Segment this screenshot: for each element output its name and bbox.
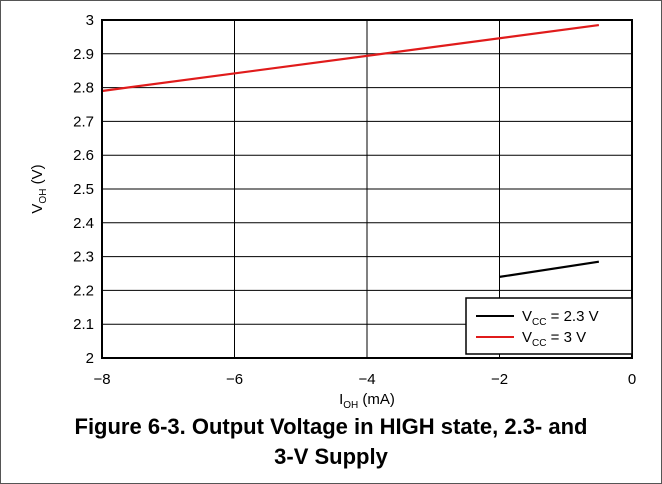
y-axis-label-sub: OH bbox=[38, 189, 49, 204]
x-axis-label: IOH (mA) bbox=[339, 391, 395, 410]
x-tick-label: −6 bbox=[226, 371, 243, 388]
y-axis-label: VOH (V) bbox=[29, 164, 49, 213]
y-tick-label: 2.5 bbox=[73, 181, 94, 198]
x-axis-label-unit: (mA) bbox=[358, 391, 395, 408]
y-tick-label: 2.6 bbox=[73, 147, 94, 164]
x-tick-label: −4 bbox=[358, 371, 375, 388]
x-axis-label-main: I bbox=[339, 391, 343, 408]
chart: −8 −6 −4 −2 0 2 2.1 2.2 2.3 2.4 2.5 2.6 2.7 2.8 2.9 3 V… bbox=[29, 12, 636, 410]
legend-label-value: = 3 V bbox=[546, 329, 586, 346]
series-line-vcc-2-3 bbox=[499, 260, 600, 278]
x-axis-label-sub: OH bbox=[343, 400, 358, 410]
y-tick-label: 2.8 bbox=[73, 80, 94, 97]
legend-label-sub: CC bbox=[532, 338, 546, 349]
y-tick-label: 2.2 bbox=[73, 282, 94, 299]
x-tick-label: 0 bbox=[628, 371, 636, 388]
x-tick-label: −2 bbox=[491, 371, 508, 388]
series-line-vcc-3 bbox=[101, 23, 600, 93]
series-lines bbox=[101, 23, 600, 278]
legend-box bbox=[465, 297, 633, 355]
legend-label-main: V bbox=[522, 329, 532, 346]
y-tick-label: 2.4 bbox=[73, 215, 94, 232]
x-tick-label: −8 bbox=[93, 371, 110, 388]
y-axis-label-main: V bbox=[29, 204, 46, 214]
y-tick-label: 3 bbox=[86, 12, 94, 29]
y-tick-label: 2.7 bbox=[73, 113, 94, 130]
plot-border bbox=[101, 19, 633, 359]
y-tick-label: 2.1 bbox=[73, 316, 94, 333]
legend-label-vcc-3: VCC = 3 V bbox=[522, 329, 586, 349]
y-tick-label: 2.9 bbox=[73, 46, 94, 63]
y-axis-label-unit: (V) bbox=[29, 164, 46, 188]
legend-label-vcc-2-3: VCC = 2.3 V bbox=[522, 308, 599, 328]
legend-label-main: V bbox=[522, 308, 532, 325]
y-tick-label: 2 bbox=[86, 350, 94, 367]
legend-label-value: = 2.3 V bbox=[546, 308, 598, 325]
tick-labels: −8 −6 −4 −2 0 2 2.1 2.2 2.3 2.4 2.5 2.6 2.7 2.8 2.9 3 bbox=[73, 12, 636, 388]
legend-label-sub: CC bbox=[532, 317, 546, 328]
legend: VCC = 2.3 V VCC = 3 V bbox=[465, 297, 633, 355]
figure-caption-line-2: 3-V Supply bbox=[274, 444, 388, 469]
figure-caption-line-1: Figure 6-3. Output Voltage in HIGH state… bbox=[74, 414, 588, 439]
y-tick-label: 2.3 bbox=[73, 249, 94, 266]
